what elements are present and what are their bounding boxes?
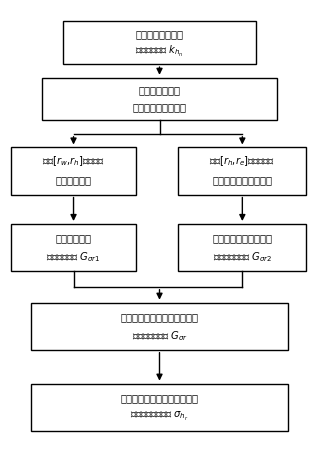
Text: 下的径向应力计算 $\sigma_{h_r}$: 下的径向应力计算 $\sigma_{h_r}$ [130, 410, 189, 423]
Text: 各环形叠加阀片的: 各环形叠加阀片的 [136, 29, 183, 39]
Text: 径向应力系数 $G_{\sigma r1}$: 径向应力系数 $G_{\sigma r1}$ [46, 250, 101, 264]
Bar [11, 224, 136, 271]
Text: 区间[$r_w$,$r_h$]均布压力: 区间[$r_w$,$r_h$]均布压力 [42, 155, 105, 168]
Bar [42, 78, 277, 120]
Bar [31, 384, 288, 431]
Bar [178, 224, 307, 271]
Text: 反向线性非均布压力下: 反向线性非均布压力下 [212, 233, 272, 243]
Text: 下的力学模型: 下的力学模型 [56, 175, 92, 185]
Bar [11, 147, 136, 195]
Text: 环形叠加阀片在非均布压力下: 环形叠加阀片在非均布压力下 [121, 312, 198, 322]
Bar [63, 22, 256, 64]
Text: 厚度比例系数 $k_{h_n}$: 厚度比例系数 $k_{h_n}$ [135, 44, 184, 59]
Text: 各环形叠加阀片在非均布压力: 各环形叠加阀片在非均布压力 [121, 393, 198, 403]
Text: 的径向应力系数 $G_{\sigma r2}$: 的径向应力系数 $G_{\sigma r2}$ [213, 250, 272, 264]
Text: 的径向应力系数 $G_{\sigma r}$: 的径向应力系数 $G_{\sigma r}$ [132, 329, 187, 342]
Bar [178, 147, 307, 195]
Text: 环形叠加阀片的: 环形叠加阀片的 [138, 85, 181, 95]
Text: 区间[$r_h$,$r_e$]反向线性非: 区间[$r_h$,$r_e$]反向线性非 [209, 155, 275, 168]
Bar [31, 302, 288, 350]
Text: 非均布压力力学模型: 非均布压力力学模型 [132, 103, 187, 112]
Text: 均布压力下的: 均布压力下的 [56, 233, 92, 243]
Text: 均布压力下的力学模型: 均布压力下的力学模型 [212, 175, 272, 185]
